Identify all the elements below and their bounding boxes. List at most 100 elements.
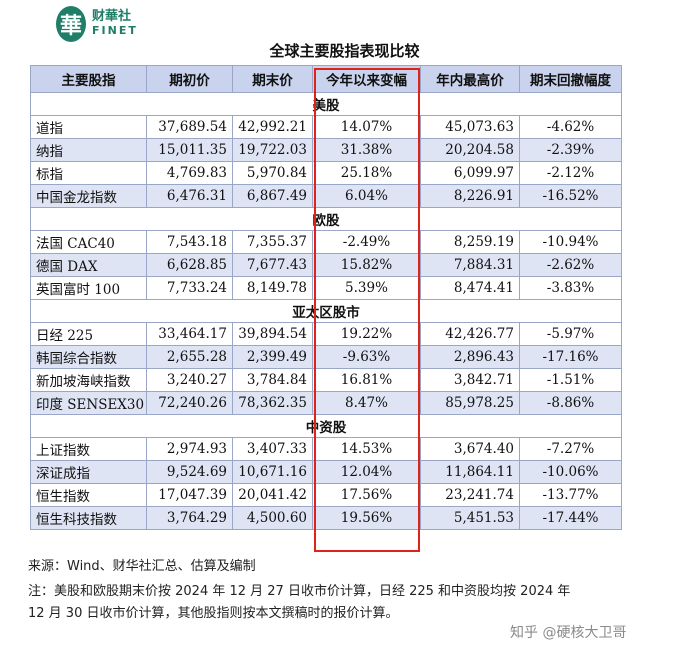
table-header-row: 主要股指 期初价 期末价 今年以来变幅 年内最高价 期末回撤幅度	[30, 65, 622, 93]
table-cell: 9,524.69	[146, 460, 233, 484]
table-row: 中国金龙指数 6,476.31 6,867.49 6.04% 8,226.91 -16.5…	[30, 184, 622, 208]
table-cell: 20,041.42	[232, 483, 313, 507]
table-cell: 6,476.31	[146, 184, 233, 208]
table-cell: -16.52%	[519, 184, 622, 208]
table-row: 恒生科技指数 3,764.29 4,500.60 19.56% 5,451.53 -17.…	[30, 506, 622, 530]
table-cell: 4,500.60	[232, 506, 313, 530]
table-cell: 25.18%	[312, 161, 421, 185]
section-row: 欧股	[30, 207, 622, 231]
table-row: 深证成指 9,524.69 10,671.16 12.04% 11,864.11 -10.…	[30, 460, 622, 484]
table-cell: 恒生科技指数	[30, 506, 147, 530]
table-row: 德国 DAX 6,628.85 7,677.43 15.82% 7,884.31 -2.6…	[30, 253, 622, 277]
table-cell: 19,722.03	[232, 138, 313, 162]
table-cell: -10.06%	[519, 460, 622, 484]
table-cell: 6,867.49	[232, 184, 313, 208]
table-cell: 85,978.25	[420, 391, 520, 415]
table-cell: 78,362.35	[232, 391, 313, 415]
logo-english-name: FINET	[92, 24, 138, 37]
table-cell: 8.47%	[312, 391, 421, 415]
table-cell: 标指	[30, 161, 147, 185]
table-row: 法国 CAC40 7,543.18 7,355.37 -2.49% 8,259.19 -1…	[30, 230, 622, 254]
section-label: 亚太区股市	[30, 299, 622, 323]
table-row: 韩国综合指数 2,655.28 2,399.49 -9.63% 2,896.43 -17.…	[30, 345, 622, 369]
table-row: 英国富时 100 7,733.24 8,149.78 5.39% 8,474.41 -3.…	[30, 276, 622, 300]
table-cell: -8.86%	[519, 391, 622, 415]
col-header-drawdown: 期末回撤幅度	[519, 65, 622, 93]
table-cell: -7.27%	[519, 437, 622, 461]
logo-chinese-name: 财華社	[92, 9, 132, 24]
table-cell: 3,784.84	[232, 368, 313, 392]
table-cell: 恒生指数	[30, 483, 147, 507]
table-cell: -17.44%	[519, 506, 622, 530]
table-cell: 10,671.16	[232, 460, 313, 484]
table-cell: 7,543.18	[146, 230, 233, 254]
table-cell: 16.81%	[312, 368, 421, 392]
table-cell: -17.16%	[519, 345, 622, 369]
table-cell: 15,011.35	[146, 138, 233, 162]
table-cell: 19.22%	[312, 322, 421, 346]
finet-logo-mark: 華	[56, 6, 86, 42]
section-row: 亚太区股市	[30, 299, 622, 323]
table-cell: 23,241.74	[420, 483, 520, 507]
table-cell: 42,426.77	[420, 322, 520, 346]
table-title: 全球主要股指表现比较	[269, 42, 420, 60]
table-cell: 37,689.54	[146, 115, 233, 139]
table-cell: -9.63%	[312, 345, 421, 369]
table-cell: 45,073.63	[420, 115, 520, 139]
table-cell: 2,896.43	[420, 345, 520, 369]
table-cell: 17,047.39	[146, 483, 233, 507]
table-cell: 8,226.91	[420, 184, 520, 208]
table-cell: 2,974.93	[146, 437, 233, 461]
table-cell: 15.82%	[312, 253, 421, 277]
table-cell: 5.39%	[312, 276, 421, 300]
table-cell: 20,204.58	[420, 138, 520, 162]
table-cell: -10.94%	[519, 230, 622, 254]
table-row: 道指 37,689.54 42,992.21 14.07% 45,073.63 -4.62…	[30, 115, 622, 139]
finet-logo: 華 财華社 FINET	[56, 4, 138, 44]
table-cell: 6,628.85	[146, 253, 233, 277]
table-cell: 上证指数	[30, 437, 147, 461]
col-header-ytd-change: 今年以来变幅	[312, 65, 421, 93]
zhihu-watermark: 知乎 @硬核大卫哥	[510, 625, 627, 641]
table-cell: 日经 225	[30, 322, 147, 346]
table-cell: 7,677.43	[232, 253, 313, 277]
finet-logo-text: 财華社 FINET	[92, 10, 138, 38]
table-cell: 印度 SENSEX30	[30, 391, 147, 415]
table-cell: 19.56%	[312, 506, 421, 530]
table-cell: -4.62%	[519, 115, 622, 139]
table-cell: 3,764.29	[146, 506, 233, 530]
table-cell: 8,149.78	[232, 276, 313, 300]
table-cell: 3,674.40	[420, 437, 520, 461]
table-cell: 英国富时 100	[30, 276, 147, 300]
col-header-index: 主要股指	[30, 65, 147, 93]
table-cell: 7,733.24	[146, 276, 233, 300]
table-cell: 4,769.83	[146, 161, 233, 185]
table-cell: 新加坡海峡指数	[30, 368, 147, 392]
table-row: 恒生指数 17,047.39 20,041.42 17.56% 23,241.74 -13…	[30, 483, 622, 507]
table-cell: 3,842.71	[420, 368, 520, 392]
table-cell: 6.04%	[312, 184, 421, 208]
table-cell: 2,399.49	[232, 345, 313, 369]
table-cell: 42,992.21	[232, 115, 313, 139]
source-note: 来源：Wind、财华社汇总、估算及编制	[28, 559, 256, 574]
table-cell: 2,655.28	[146, 345, 233, 369]
table-cell: 5,451.53	[420, 506, 520, 530]
table-cell: 6,099.97	[420, 161, 520, 185]
table-cell: 12.04%	[312, 460, 421, 484]
section-row: 中资股	[30, 414, 622, 438]
table-cell: 中国金龙指数	[30, 184, 147, 208]
table-cell: -5.97%	[519, 322, 622, 346]
table-cell: -2.39%	[519, 138, 622, 162]
footnote-line-2: 12 月 30 日收市价计算，其他股指则按本文撰稿时的报价计算。	[28, 606, 399, 621]
section-label: 美股	[30, 92, 622, 116]
table-cell: 14.53%	[312, 437, 421, 461]
table-cell: -2.49%	[312, 230, 421, 254]
table-cell: -1.51%	[519, 368, 622, 392]
table-cell: 3,407.33	[232, 437, 313, 461]
section-row: 美股	[30, 92, 622, 116]
table-cell: 72,240.26	[146, 391, 233, 415]
table-cell: -2.62%	[519, 253, 622, 277]
footnote-line-1: 注：美股和欧股期末价按 2024 年 12 月 27 日收市价计算，日经 225…	[28, 584, 571, 599]
table-cell: 33,464.17	[146, 322, 233, 346]
table-row: 标指 4,769.83 5,970.84 25.18% 6,099.97 -2.12%	[30, 161, 622, 185]
